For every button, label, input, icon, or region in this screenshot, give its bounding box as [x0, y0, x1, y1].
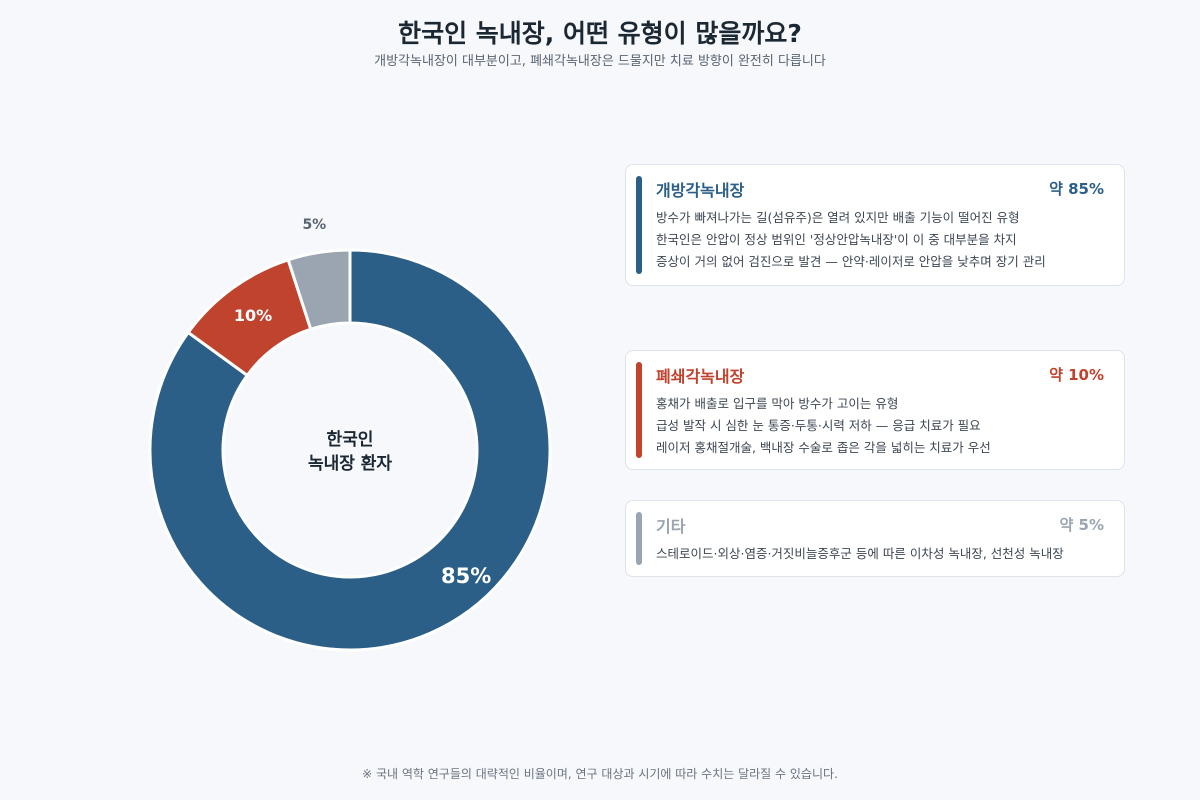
card-percentage: 약 5%: [1059, 516, 1105, 534]
card-line: 레이저 홍채절개술, 백내장 수술로 좁은 각을 넓히는 치료가 우선: [656, 440, 991, 455]
card-open-angle: 개방각녹내장 약 85% 방수가 빠져나가는 길(섬유주)은 열려 있지만 배출…: [625, 164, 1125, 286]
card-description: 방수가 빠져나가는 길(섬유주)은 열려 있지만 배출 기능이 떨어진 유형 한…: [656, 207, 1108, 273]
page-title: 한국인 녹내장, 어떤 유형이 많을까요?: [398, 19, 802, 48]
slice-other: [286, 248, 352, 332]
card-description: 스테로이드·외상·염증·거짓비늘증후군 등에 따른 이차성 녹내장, 선천성 녹…: [656, 543, 1108, 565]
card-percentage: 약 10%: [1049, 366, 1104, 384]
card-line: 스테로이드·외상·염증·거짓비늘증후군 등에 따른 이차성 녹내장, 선천성 녹…: [656, 546, 1064, 561]
card-title: 개방각녹내장: [656, 181, 745, 200]
slice-open-angle: [148, 248, 552, 652]
card-line: 급성 발작 시 심한 눈 통증·두통·시력 저하 — 응급 치료가 필요: [656, 418, 981, 433]
center-label-line-1: 한국인: [326, 430, 374, 450]
card-title: 기타: [656, 517, 686, 536]
card-line: 홍채가 배출로 입구를 막아 방수가 고이는 유형: [656, 396, 899, 411]
footnote: ※ 국내 역학 연구들의 대략적인 비율이며, 연구 대상과 시기에 따라 수치…: [362, 767, 838, 781]
slice-label-closed-angle: 10%: [234, 306, 272, 325]
donut-chart: 85% 10% 5% 한국인 녹내장 환자: [140, 200, 560, 660]
card-line: 방수가 빠져나가는 길(섬유주)은 열려 있지만 배출 기능이 떨어진 유형: [656, 210, 1020, 225]
card-color-bar: [636, 362, 642, 458]
slice-label-other: 5%: [302, 217, 326, 233]
donut-center-label: 한국인 녹내장 환자: [250, 428, 450, 476]
card-color-bar: [636, 176, 642, 274]
card-percentage: 약 85%: [1049, 180, 1104, 198]
page-subtitle: 개방각녹내장이 대부분이고, 폐쇄각녹내장은 드물지만 치료 방향이 완전히 다…: [374, 54, 826, 69]
slice-label-open-angle: 85%: [441, 564, 491, 588]
card-description: 홍채가 배출로 입구를 막아 방수가 고이는 유형 급성 발작 시 심한 눈 통…: [656, 393, 1108, 459]
card-title: 폐쇄각녹내장: [656, 367, 745, 386]
center-label-line-2: 녹내장 환자: [307, 454, 393, 474]
card-color-bar: [636, 512, 642, 565]
card-line: 한국인은 안압이 정상 범위인 '정상안압녹내장'이 이 중 대부분을 차지: [656, 232, 1017, 247]
card-other: 기타 약 5% 스테로이드·외상·염증·거짓비늘증후군 등에 따른 이차성 녹내…: [625, 500, 1125, 577]
card-line: 증상이 거의 없어 검진으로 발견 — 안약·레이저로 안압을 낮추며 장기 관…: [656, 254, 1046, 269]
donut-svg: 85% 10% 5%: [148, 217, 552, 652]
card-closed-angle: 폐쇄각녹내장 약 10% 홍채가 배출로 입구를 막아 방수가 고이는 유형 급…: [625, 350, 1125, 470]
